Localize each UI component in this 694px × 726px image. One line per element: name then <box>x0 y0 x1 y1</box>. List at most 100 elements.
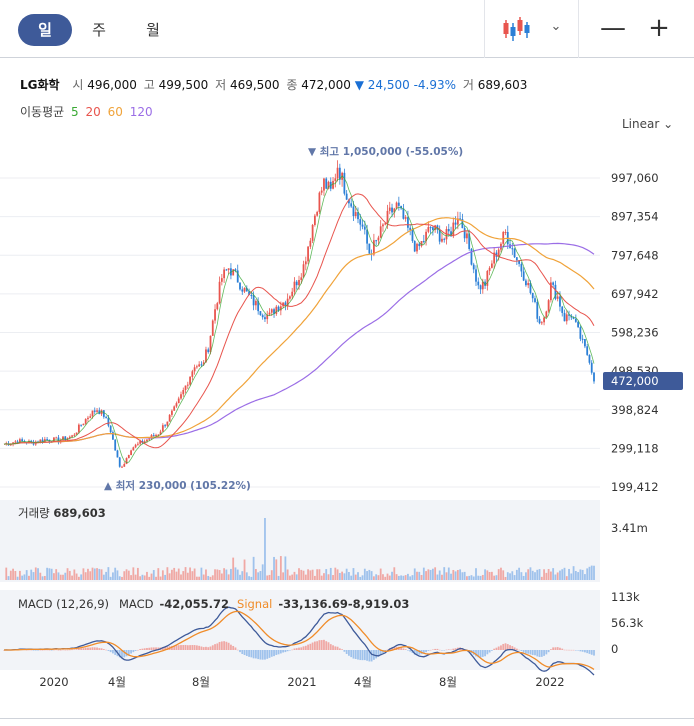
macd-histogram-bar <box>400 647 403 650</box>
zoom-out-button[interactable]: — <box>600 13 626 43</box>
volume-bar <box>418 571 421 580</box>
candle-body <box>189 376 191 385</box>
candle-body <box>325 178 328 189</box>
volume-bar <box>504 576 507 580</box>
macd-histogram-bar <box>402 648 405 650</box>
macd-histogram-bar <box>291 649 294 651</box>
quote-summary: LG화학 시 496,000 고 499,500 저 469,500 종 472… <box>20 76 527 93</box>
candle-body <box>182 389 185 395</box>
candle-body <box>461 219 464 229</box>
macd-histogram-bar <box>75 649 78 650</box>
candle-body <box>157 434 160 436</box>
volume-bar <box>18 570 21 580</box>
volume-bar <box>527 569 530 580</box>
macd-histogram-bar <box>568 649 570 651</box>
macd-histogram-bar <box>366 650 368 661</box>
macd-histogram-bar <box>250 650 253 658</box>
histogram-value: -8,919.03 <box>348 597 410 611</box>
candle-body <box>171 410 173 415</box>
volume-bar <box>416 571 418 580</box>
macd-histogram-bar <box>150 647 153 650</box>
candle-body <box>295 281 298 286</box>
volume-bar <box>329 567 332 580</box>
macd-histogram-bar <box>393 647 396 650</box>
candle-body <box>284 302 287 306</box>
candle-body <box>89 416 92 418</box>
volume-bar <box>175 571 178 580</box>
volume-bar <box>568 568 570 580</box>
volume-bar <box>214 569 216 580</box>
zoom-in-button[interactable]: + <box>648 13 670 43</box>
volume-bar <box>62 574 64 580</box>
price-gridlines <box>0 177 600 488</box>
candlestick-icon[interactable] <box>500 14 530 44</box>
candle-body <box>243 287 246 292</box>
macd-histogram-bar <box>100 648 103 650</box>
candle-body <box>470 248 473 265</box>
candle-body <box>497 249 500 257</box>
macd-histogram-bar <box>549 649 552 650</box>
candle-body <box>320 190 323 193</box>
volume-bar <box>304 574 307 580</box>
volume-bar <box>218 570 221 580</box>
volume-bar <box>21 575 24 580</box>
macd-histogram-bar <box>261 650 264 660</box>
macd-histogram-bar <box>586 650 589 654</box>
volume-bar <box>143 575 146 580</box>
volume-bar <box>80 574 83 580</box>
macd-histogram-bar <box>559 647 561 650</box>
volume-bar <box>32 572 35 580</box>
moving-average-legend[interactable]: 이동평균 5 20 60 120 <box>20 103 153 120</box>
candle-body <box>118 457 121 467</box>
candle-body <box>388 207 391 211</box>
macd-histogram-bar <box>570 649 573 651</box>
volume-bar <box>84 572 87 580</box>
macd-histogram-bar <box>195 645 198 650</box>
candle-body <box>572 317 575 319</box>
candle-body <box>404 217 407 219</box>
volume-bar <box>370 571 373 580</box>
candle-body <box>300 277 303 281</box>
candle-body <box>286 298 289 306</box>
macd-histogram-bar <box>490 650 493 651</box>
candle-body <box>425 231 427 242</box>
candle-body <box>245 287 248 292</box>
macd-histogram-bar <box>141 648 144 650</box>
volume-bar <box>75 573 78 580</box>
volume-bar <box>14 570 17 580</box>
candle-body <box>220 278 223 282</box>
macd-histogram-bar <box>361 650 364 661</box>
volume-bar <box>388 575 391 580</box>
volume-bar <box>488 572 491 580</box>
scale-selector[interactable]: Linear ⌄ <box>622 117 673 131</box>
volume-panel-bg <box>0 500 600 582</box>
tab-daily[interactable]: 일 <box>18 14 72 46</box>
candle-body <box>554 284 557 299</box>
macd-histogram-bar <box>513 647 516 650</box>
volume-bar <box>431 568 434 580</box>
macd-histogram-bar <box>236 649 239 651</box>
candle-body <box>468 233 471 249</box>
candle-body <box>559 296 561 307</box>
macd-histogram-bar <box>345 650 348 654</box>
macd-value: -42,055.72 <box>159 597 229 611</box>
volume-bar <box>164 574 167 580</box>
macd-histogram-bar <box>171 645 173 650</box>
macd-histogram-bar <box>109 650 112 653</box>
macd-histogram-bar <box>275 650 278 655</box>
volume-bar <box>282 572 285 580</box>
volume-bar <box>50 568 53 580</box>
chevron-down-icon[interactable]: ⌄ <box>550 19 562 34</box>
volume-bar <box>368 569 371 580</box>
macd-histogram-bar <box>89 647 92 650</box>
volume-bar <box>556 572 559 580</box>
tab-weekly[interactable]: 주 <box>92 21 106 39</box>
chevron-down-icon: ⌄ <box>663 117 674 131</box>
candle-body <box>152 435 155 437</box>
high-value: 499,500 <box>158 78 209 92</box>
time-axis: 2020 4월 8월 2021 4월 8월 2022 <box>39 675 564 689</box>
tab-monthly[interactable]: 월 <box>146 21 160 39</box>
candle-body <box>579 327 582 339</box>
volume-bar <box>121 576 123 580</box>
